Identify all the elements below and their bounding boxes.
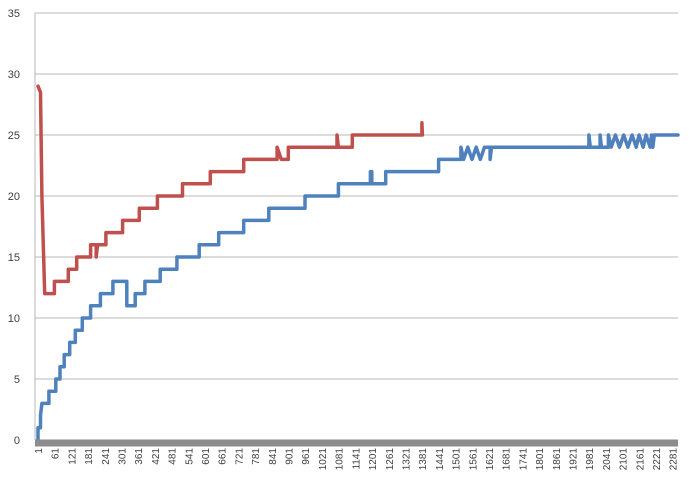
x-tick-label: 1741 [518, 448, 529, 471]
x-tick-label: 1441 [435, 448, 446, 471]
y-tick-label: 10 [8, 313, 20, 325]
x-tick-label: 1381 [418, 448, 429, 471]
y-tick-label: 0 [14, 435, 20, 447]
x-tick-label: 2041 [602, 448, 613, 471]
x-tick-label: 241 [101, 448, 112, 465]
x-tick-label: 1021 [318, 448, 329, 471]
x-tick-label: 781 [251, 448, 262, 465]
x-tick-label: 2221 [652, 448, 663, 471]
series-line-1 [36, 133, 680, 442]
x-tick-label: 1861 [552, 448, 563, 471]
x-tick-label: 1321 [402, 448, 413, 471]
x-tick-label: 1621 [485, 448, 496, 471]
x-tick-label: 841 [268, 448, 279, 465]
x-tick-label: 1681 [502, 448, 513, 471]
x-tick-label: 1561 [468, 448, 479, 471]
x-tick-label: 1501 [452, 448, 463, 471]
x-tick-label: 721 [234, 448, 245, 465]
y-tick-label: 35 [8, 8, 20, 20]
x-tick-label: 1801 [535, 448, 546, 471]
x-tick-label: 961 [301, 448, 312, 465]
x-tick-label: 601 [201, 448, 212, 465]
x-tick-label: 1201 [368, 448, 379, 471]
x-tick-label: 361 [134, 448, 145, 465]
y-tick-label: 30 [8, 69, 20, 81]
x-tick-label: 541 [184, 448, 195, 465]
x-tick-label: 481 [168, 448, 179, 465]
gridlines [34, 12, 678, 440]
x-tick-label: 1261 [385, 448, 396, 471]
y-tick-label: 25 [8, 130, 20, 142]
x-tick-label: 1981 [585, 448, 596, 471]
x-tick-label: 2161 [635, 448, 646, 471]
x-tick-label: 181 [84, 448, 95, 465]
x-tick-label: 1 [34, 448, 45, 454]
x-tick-label: 1141 [351, 448, 362, 470]
y-tick-label: 5 [14, 374, 20, 386]
x-tick-label: 1081 [335, 448, 346, 471]
x-tick-label: 61 [51, 448, 62, 460]
y-tick-label: 15 [8, 252, 20, 264]
x-tick-label: 901 [285, 448, 296, 465]
x-tick-label: 2101 [619, 448, 630, 471]
x-tick-label: 421 [151, 448, 162, 465]
x-tick-label: 2281 [669, 448, 680, 471]
x-tick-label: 301 [118, 448, 129, 465]
y-tick-label: 20 [8, 191, 20, 203]
y-axis: 0 5 10 15 20 25 30 35 [8, 8, 20, 447]
x-tick-label: 1921 [569, 448, 580, 471]
series-line-2 [36, 84, 425, 296]
plot-area [36, 84, 680, 442]
x-tick-label: 661 [218, 448, 229, 465]
x-axis: 1 61 121 181 241 301 361 421 481 541 601 661 721 781 8… [34, 439, 680, 471]
x-tick-label: 121 [67, 448, 78, 465]
